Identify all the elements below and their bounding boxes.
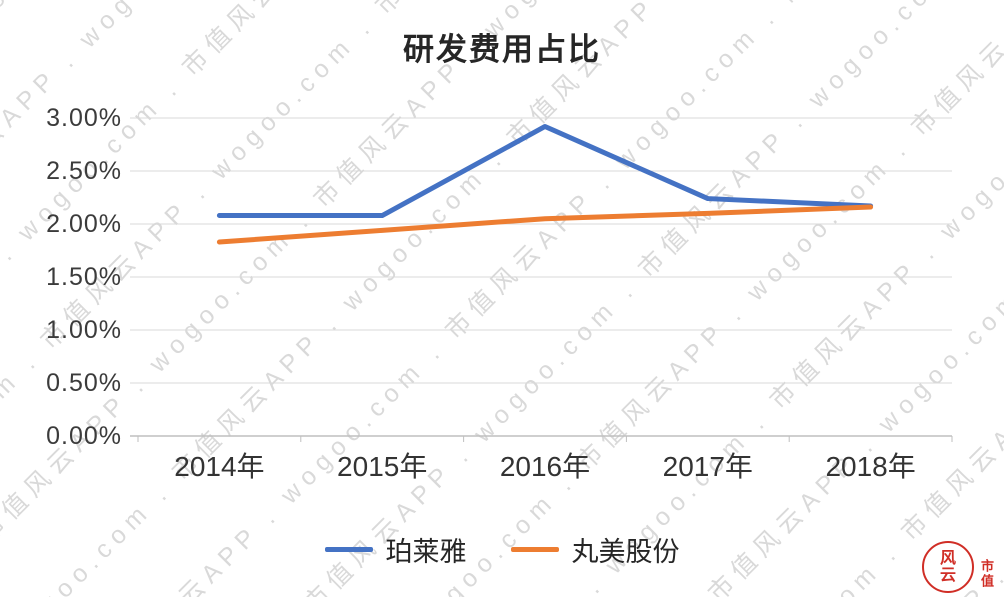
brand-seal-side-text: 市值 [979,559,994,589]
y-tick-label: 2.50% [46,157,122,185]
series-line-丸美股份 [216,204,874,245]
chart-title: 研发费用占比 [403,32,601,67]
legend-label: 珀莱雅 [385,537,467,567]
y-tick-label: 3.00% [46,104,122,132]
legend-item: 珀莱雅 [324,530,467,569]
x-tick-label: 2014年 [174,451,264,482]
y-tick-label: 2.00% [46,210,122,238]
legend-item: 丸美股份 [510,530,680,569]
y-tick-label: 1.50% [46,263,122,291]
x-tick-label: 2018年 [825,451,915,482]
x-tick-label: 2015年 [337,451,427,482]
series-line-珀莱雅 [216,123,874,219]
y-tick-label: 0.00% [46,422,122,450]
brand-seal: 风 云 市值 [922,541,996,593]
brand-seal-circle: 风 云 [922,541,974,593]
brand-seal-text-top: 风 [939,550,956,567]
legend-line-swatch [510,547,559,552]
y-tick-label: 0.50% [46,369,122,397]
legend-label: 丸美股份 [571,537,680,567]
brand-seal-text-bottom: 云 [939,567,956,584]
chart-legend: 珀莱雅 丸美股份 [0,530,1004,569]
y-tick-label: 1.00% [46,316,122,344]
x-tick-label: 2017年 [663,451,753,482]
x-tick-label: 2016年 [500,451,590,482]
legend-line-swatch [324,547,373,552]
